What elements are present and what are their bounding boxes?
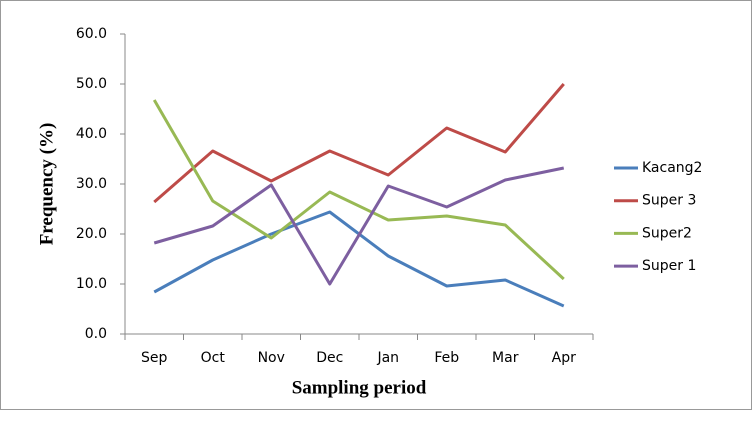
legend-label: Super 3 <box>642 193 696 209</box>
y-tick-label: 50.0 <box>76 76 107 92</box>
y-tick-label: 60.0 <box>76 26 107 42</box>
x-tick-label: Jan <box>376 350 399 366</box>
y-tick-label: 10.0 <box>76 276 107 292</box>
x-tick-label: Apr <box>552 350 576 366</box>
x-tick-label: Nov <box>258 350 285 366</box>
y-tick-label: 40.0 <box>76 126 107 142</box>
x-tick-label: Sep <box>141 350 168 366</box>
y-tick-label: 0.0 <box>85 326 107 342</box>
legend-label: Super 1 <box>642 258 696 274</box>
series-line <box>153 83 565 204</box>
x-tick-label: Mar <box>492 350 519 366</box>
y-tick-label: 30.0 <box>76 176 107 192</box>
y-tick-label: 20.0 <box>76 226 107 242</box>
legend-label: Kacang2 <box>642 160 702 176</box>
x-axis-title: Sampling period <box>292 377 427 398</box>
x-tick-label: Oct <box>201 350 226 366</box>
x-tick-label: Feb <box>434 350 459 366</box>
series-line <box>152 99 565 281</box>
x-tick-label: Dec <box>316 350 343 366</box>
legend-label: Super2 <box>642 225 692 241</box>
series-line <box>153 166 565 286</box>
y-axis-title: Frequency (%) <box>36 123 57 246</box>
